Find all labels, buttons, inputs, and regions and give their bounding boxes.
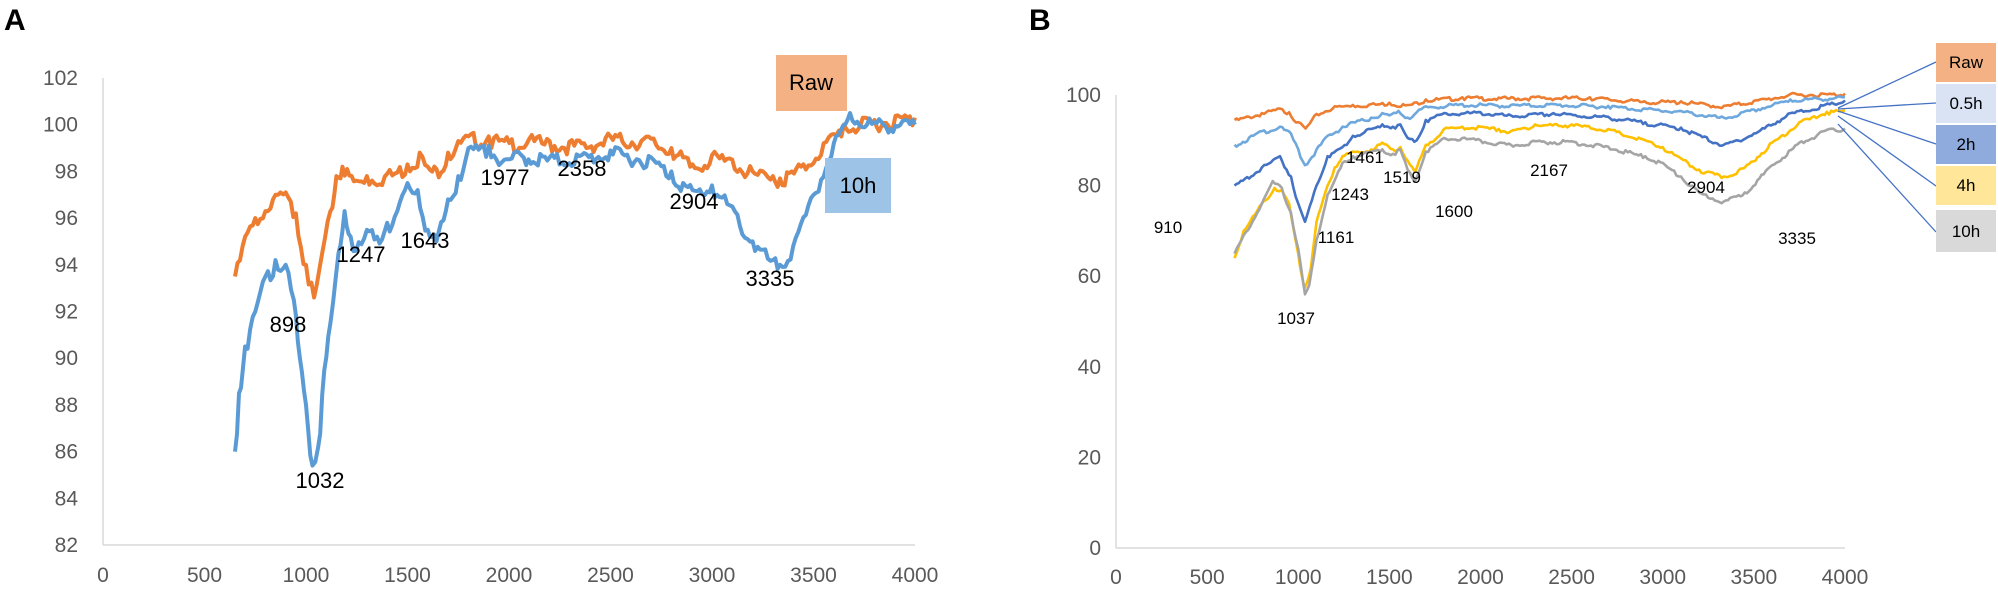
y-tick-label: 96: [55, 207, 78, 230]
x-tick-label: 1000: [283, 564, 330, 587]
legend-connector: [1837, 123, 1937, 233]
peak-label: 1037: [1277, 309, 1315, 328]
x-tick-label: 2000: [1457, 566, 1504, 589]
y-tick-label: 86: [55, 441, 78, 464]
panel-a-annotations: 898 1032 1247 1643 1977 2358 2904 3335: [270, 156, 795, 493]
y-tick-label: 88: [55, 394, 78, 417]
x-tick-label: 1500: [384, 564, 431, 587]
legend-raw-label: Raw: [1949, 53, 1984, 72]
peak-label: 1519: [1383, 168, 1421, 187]
panel-a-x-ticks: 0 500 1000 1500 2000 2500 3000 3500 4000: [97, 564, 938, 587]
x-tick-label: 500: [1190, 566, 1225, 589]
x-tick-label: 4000: [892, 564, 939, 587]
y-tick-label: 92: [55, 301, 78, 324]
legend-connector: [1837, 110, 1937, 145]
y-tick-label: 94: [55, 254, 79, 277]
x-tick-label: 3000: [689, 564, 736, 587]
legend-10h-swatch: [1936, 210, 1996, 252]
legend-raw-swatch: [776, 55, 847, 111]
peak-label: 1643: [401, 228, 450, 253]
peak-label: 3335: [746, 266, 795, 291]
x-tick-label: 1000: [1275, 566, 1322, 589]
legend-connector: [1837, 61, 1937, 109]
series-line-10h: [233, 111, 917, 468]
x-tick-label: 500: [187, 564, 222, 587]
peak-label: 1461: [1346, 148, 1384, 167]
legend-connector: [1837, 102, 1937, 110]
legend-2h-swatch: [1936, 125, 1996, 164]
series-line-4h: [1233, 108, 1846, 289]
legend-05h-swatch: [1936, 84, 1996, 123]
x-tick-label: 3500: [1731, 566, 1778, 589]
x-tick-label: 3500: [790, 564, 837, 587]
legend-10h-label: 10h: [1952, 222, 1980, 241]
panel-b-legend: Raw 0.5h 2h 4h 10h: [1837, 43, 1996, 252]
y-tick-label: 0: [1089, 537, 1101, 560]
x-tick-label: 0: [1110, 566, 1122, 589]
legend-10h-label: 10h: [840, 173, 877, 198]
peak-label: 2167: [1530, 161, 1568, 180]
series-line-2h: [1233, 99, 1846, 224]
peak-label: 1600: [1435, 202, 1473, 221]
peak-label: 898: [270, 312, 307, 337]
y-tick-label: 84: [55, 487, 79, 510]
peak-label: 1247: [337, 242, 386, 267]
x-tick-label: 2500: [587, 564, 634, 587]
x-tick-label: 4000: [1822, 566, 1869, 589]
x-tick-label: 2500: [1548, 566, 1595, 589]
y-tick-label: 100: [1066, 84, 1101, 107]
panel-b-y-ticks: 0 20 40 60 80 100: [1066, 84, 1101, 560]
legend-4h-label: 4h: [1957, 176, 1976, 195]
panel-b-x-ticks: 0 500 1000 1500 2000 2500 3000 3500 4000: [1110, 566, 1868, 589]
y-tick-label: 80: [1078, 175, 1101, 198]
peak-label: 1977: [481, 165, 530, 190]
panel-b-series: [1233, 91, 1846, 296]
x-tick-label: 3000: [1639, 566, 1686, 589]
y-tick-label: 60: [1078, 265, 1101, 288]
legend-4h-swatch: [1936, 166, 1996, 205]
peak-label: 3335: [1778, 229, 1816, 248]
peak-label: 2904: [670, 189, 719, 214]
panel-a: A 82 84 86 88 90 92 94 96 98 100 102 0 500 1000 1500 2…: [4, 4, 938, 587]
x-tick-label: 0: [97, 564, 109, 587]
panel-a-y-ticks: 82 84 86 88 90 92 94 96 98 100 102: [43, 67, 78, 557]
panel-b: B 0 20 40 60 80 100 0 500 1000 1500 2000 2500 3000 3…: [1029, 4, 1996, 589]
peak-label: 2358: [558, 156, 607, 181]
y-tick-label: 90: [55, 347, 78, 370]
peak-label: 1032: [296, 468, 345, 493]
y-tick-label: 20: [1078, 446, 1101, 469]
panel-b-annotations: 910 1037 1161 1243 1461 1519 1600 2167 2…: [1154, 148, 1816, 328]
peak-label: 2904: [1687, 178, 1725, 197]
peak-label: 1161: [1318, 228, 1355, 247]
legend-10h-swatch: [825, 158, 891, 213]
y-tick-label: 82: [55, 534, 78, 557]
x-tick-label: 2000: [486, 564, 533, 587]
legend-raw-swatch: [1936, 43, 1996, 82]
y-tick-label: 102: [43, 67, 78, 90]
legend-05h-label: 0.5h: [1949, 94, 1982, 113]
panel-a-series: [233, 111, 917, 468]
panel-a-legend: Raw 10h: [776, 55, 891, 213]
x-tick-label: 1500: [1366, 566, 1413, 589]
series-line-Raw: [1233, 91, 1846, 130]
panel-b-label: B: [1029, 4, 1051, 37]
series-line-05h: [1233, 95, 1846, 167]
y-tick-label: 98: [55, 160, 78, 183]
legend-2h-label: 2h: [1957, 135, 1976, 154]
peak-label: 910: [1154, 218, 1182, 237]
peak-label: 1243: [1331, 185, 1369, 204]
legend-connector: [1837, 115, 1937, 187]
panel-a-label: A: [4, 4, 26, 37]
y-tick-label: 100: [43, 114, 78, 137]
series-line-10h: [1233, 127, 1846, 296]
y-tick-label: 40: [1078, 356, 1101, 379]
legend-raw-label: Raw: [789, 70, 833, 95]
series-line-Raw: [233, 113, 917, 300]
